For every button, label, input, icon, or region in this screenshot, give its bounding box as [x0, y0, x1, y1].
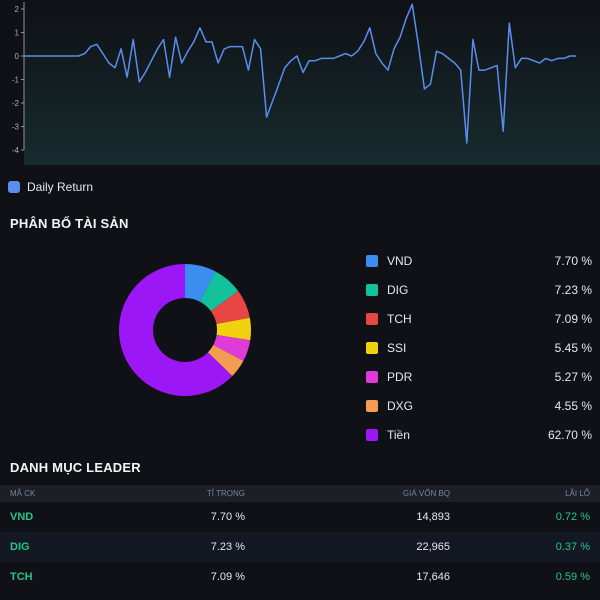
allocation-name: Tiền	[387, 427, 410, 442]
allocation-pct: 5.27 %	[554, 369, 592, 384]
row-ticker: VND	[10, 511, 34, 523]
donut-slice-vnd[interactable]	[185, 264, 216, 302]
row-avg-cost: 14,893	[416, 511, 450, 523]
y-tick-label: -2	[12, 99, 20, 108]
allocation-name: TCH	[387, 311, 412, 326]
allocation-swatch	[366, 428, 378, 441]
allocation-name: DXG	[387, 398, 414, 413]
allocation-name: SSI	[387, 340, 407, 355]
header-avg-cost[interactable]: GIÁ VỐN BQ	[402, 489, 450, 498]
y-tick-label: 1	[15, 29, 20, 38]
allocation-pct: 5.45 %	[554, 340, 592, 355]
table-header: MÃ CK TỈ TRỌNG GIÁ VỐN BQ LÃI LỖ	[0, 485, 600, 502]
table-row[interactable]: TCH 7.09 % 17,646 0.59 %	[0, 562, 600, 592]
allocation-swatch	[366, 370, 378, 383]
legend-swatch	[8, 181, 20, 193]
table-row[interactable]: DIG 7.23 % 22,965 0.37 %	[0, 532, 600, 562]
allocation-name: PDR	[387, 369, 413, 384]
daily-return-line	[24, 3, 576, 144]
header-weight[interactable]: TỈ TRỌNG	[206, 489, 245, 498]
row-weight: 7.09 %	[210, 571, 245, 583]
allocation-swatch	[366, 254, 378, 267]
donut-slice-tch[interactable]	[210, 290, 250, 325]
y-tick-label: -3	[12, 123, 20, 132]
allocation-swatch	[366, 312, 378, 325]
row-pnl: 0.72 %	[555, 511, 590, 523]
allocation-item-dig: DIG 7.23 %	[366, 275, 592, 304]
leader-table: MÃ CK TỈ TRỌNG GIÁ VỐN BQ LÃI LỖ VND 7.7…	[0, 485, 600, 592]
allocation-donut-chart	[119, 264, 251, 396]
y-tick-label: 2	[15, 5, 20, 14]
row-pnl: 0.37 %	[555, 541, 590, 553]
leader-portfolio-title: DANH MỤC LEADER	[10, 460, 141, 475]
donut-slice-dig[interactable]	[199, 271, 239, 312]
y-tick-label: -4	[12, 146, 20, 155]
allocation-item-cash: Tiền 62.70 %	[366, 420, 592, 449]
allocation-item-tch: TCH 7.09 %	[366, 304, 592, 333]
y-tick-label: 0	[15, 52, 20, 61]
donut-slice-ssi[interactable]	[216, 317, 251, 341]
row-weight: 7.70 %	[210, 511, 245, 523]
allocation-swatch	[366, 399, 378, 412]
row-pnl: 0.59 %	[555, 571, 590, 583]
allocation-item-vnd: VND 7.70 %	[366, 246, 592, 275]
allocation-item-ssi: SSI 5.45 %	[366, 333, 592, 362]
table-row[interactable]: VND 7.70 % 14,893 0.72 %	[0, 502, 600, 532]
legend-label: Daily Return	[27, 180, 94, 194]
header-pnl[interactable]: LÃI LỖ	[565, 489, 590, 498]
donut-slice-dxg[interactable]	[207, 344, 244, 377]
daily-return-chart: 2 1 0 -1 -2 -3 -4	[12, 0, 600, 165]
chart-legend[interactable]: Daily Return	[8, 180, 93, 194]
allocation-name: VND	[387, 253, 413, 268]
allocation-pct: 7.23 %	[554, 282, 592, 297]
allocation-swatch	[366, 283, 378, 296]
allocation-item-dxg: DXG 4.55 %	[366, 391, 592, 420]
allocation-title: PHÂN BỔ TÀI SẢN	[10, 216, 129, 231]
chart-plot-area	[24, 0, 600, 165]
donut-slice-pdr[interactable]	[213, 334, 251, 361]
allocation-name: DIG	[387, 282, 409, 297]
allocation-pct: 7.09 %	[554, 311, 592, 326]
row-avg-cost: 22,965	[416, 541, 450, 553]
allocation-swatch	[366, 341, 378, 354]
header-ticker[interactable]: MÃ CK	[10, 489, 36, 498]
donut-slice-tiền[interactable]	[119, 264, 233, 396]
allocation-pct: 62.70 %	[547, 427, 592, 442]
y-tick-label: -1	[12, 76, 20, 85]
row-ticker: DIG	[10, 541, 30, 553]
row-avg-cost: 17,646	[416, 571, 450, 583]
allocation-pct: 4.55 %	[554, 398, 592, 413]
allocation-item-pdr: PDR 5.27 %	[366, 362, 592, 391]
row-weight: 7.23 %	[210, 541, 245, 553]
allocation-legend: VND 7.70 % DIG 7.23 % TCH 7.09 % SSI 5.4…	[366, 246, 592, 449]
allocation-pct: 7.70 %	[554, 253, 592, 268]
row-ticker: TCH	[10, 571, 33, 583]
